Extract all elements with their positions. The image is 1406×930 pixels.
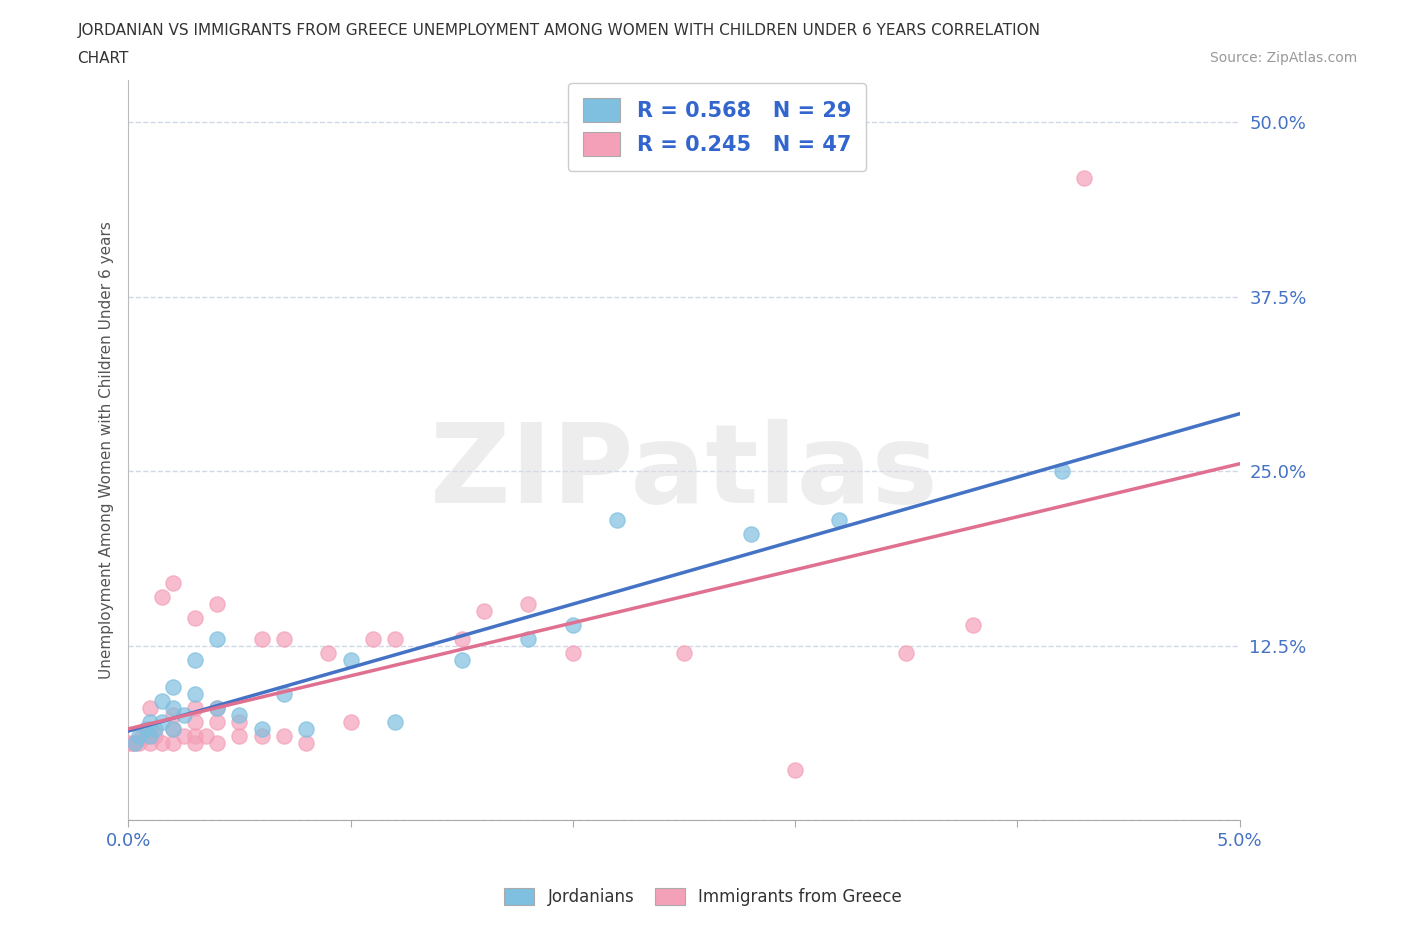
Point	[162, 701, 184, 716]
Point	[472, 604, 495, 618]
Point	[384, 631, 406, 646]
Point	[205, 701, 228, 716]
Point	[517, 631, 540, 646]
Point	[250, 631, 273, 646]
Point	[205, 715, 228, 730]
Point	[143, 729, 166, 744]
Point	[184, 715, 207, 730]
Legend: Jordanians, Immigrants from Greece: Jordanians, Immigrants from Greece	[498, 881, 908, 912]
Point	[173, 729, 195, 744]
Point	[273, 687, 295, 702]
Point	[250, 722, 273, 737]
Point	[672, 645, 695, 660]
Point	[135, 722, 157, 737]
Point	[205, 631, 228, 646]
Point	[150, 590, 173, 604]
Point	[150, 715, 173, 730]
Y-axis label: Unemployment Among Women with Children Under 6 years: Unemployment Among Women with Children U…	[100, 221, 114, 679]
Point	[184, 610, 207, 625]
Point	[173, 708, 195, 723]
Point	[295, 736, 318, 751]
Text: JORDANIAN VS IMMIGRANTS FROM GREECE UNEMPLOYMENT AMONG WOMEN WITH CHILDREN UNDER: JORDANIAN VS IMMIGRANTS FROM GREECE UNEM…	[77, 23, 1040, 38]
Legend: R = 0.568   N = 29, R = 0.245   N = 47: R = 0.568 N = 29, R = 0.245 N = 47	[568, 83, 866, 171]
Point	[606, 512, 628, 527]
Point	[962, 618, 984, 632]
Point	[561, 645, 583, 660]
Point	[184, 652, 207, 667]
Point	[195, 729, 218, 744]
Point	[139, 715, 162, 730]
Point	[150, 736, 173, 751]
Text: CHART: CHART	[77, 51, 129, 66]
Point	[205, 736, 228, 751]
Point	[131, 729, 153, 744]
Point	[561, 618, 583, 632]
Point	[828, 512, 851, 527]
Point	[228, 715, 250, 730]
Point	[120, 736, 142, 751]
Point	[121, 736, 143, 751]
Point	[384, 715, 406, 730]
Point	[228, 729, 250, 744]
Point	[361, 631, 384, 646]
Point	[139, 729, 162, 744]
Point	[184, 736, 207, 751]
Point	[139, 722, 162, 737]
Point	[250, 729, 273, 744]
Point	[273, 729, 295, 744]
Point	[517, 596, 540, 611]
Point	[740, 526, 762, 541]
Point	[316, 645, 339, 660]
Point	[162, 680, 184, 695]
Point	[295, 722, 318, 737]
Point	[150, 694, 173, 709]
Point	[1050, 463, 1073, 478]
Point	[205, 701, 228, 716]
Point	[162, 736, 184, 751]
Point	[162, 722, 184, 737]
Text: ZIPatlas: ZIPatlas	[430, 418, 938, 525]
Point	[184, 687, 207, 702]
Point	[135, 729, 157, 744]
Point	[450, 652, 472, 667]
Point	[205, 596, 228, 611]
Point	[124, 736, 146, 751]
Point	[128, 736, 150, 751]
Point	[1073, 170, 1095, 185]
Point	[139, 701, 162, 716]
Point	[894, 645, 917, 660]
Point	[124, 736, 146, 751]
Point	[162, 708, 184, 723]
Point	[783, 763, 806, 777]
Point	[273, 631, 295, 646]
Point	[184, 701, 207, 716]
Point	[339, 715, 361, 730]
Point	[184, 729, 207, 744]
Point	[228, 708, 250, 723]
Point	[339, 652, 361, 667]
Point	[162, 722, 184, 737]
Point	[143, 722, 166, 737]
Text: Source: ZipAtlas.com: Source: ZipAtlas.com	[1209, 51, 1357, 65]
Point	[162, 576, 184, 591]
Point	[139, 736, 162, 751]
Point	[450, 631, 472, 646]
Point	[128, 729, 150, 744]
